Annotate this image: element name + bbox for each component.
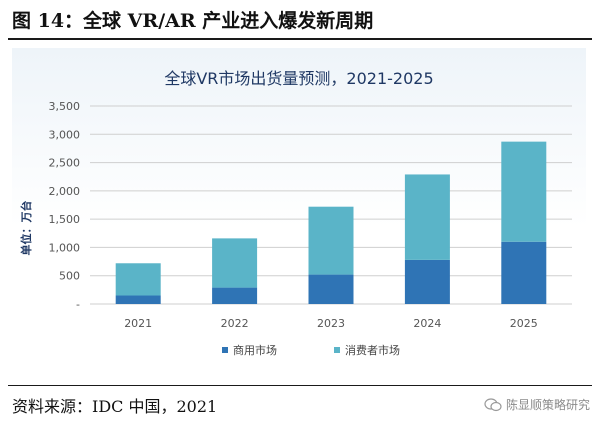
x-tick-label: 2025 [510, 317, 538, 330]
top-rule [8, 38, 592, 40]
bar-consumer-2024 [404, 174, 450, 260]
bottom-rule [8, 385, 592, 386]
legend-swatch [222, 347, 228, 353]
y-tick-label: 500 [59, 270, 80, 283]
bar-consumer-2021 [115, 263, 161, 296]
wechat-icon [484, 397, 502, 411]
bar-consumer-2023 [308, 206, 354, 275]
source-note: 资料来源：IDC 中国，2021 [12, 397, 218, 416]
x-tick-label: 2022 [221, 317, 249, 330]
bar-commercial-2022 [212, 287, 258, 304]
y-tick-label: 2,500 [49, 157, 81, 170]
y-tick-label: 2,000 [49, 185, 81, 198]
legend-label: 商用市场 [233, 343, 277, 357]
legend-swatch [334, 347, 340, 353]
y-axis-label: 单位：万台 [19, 201, 33, 256]
bar-consumer-2025 [501, 141, 547, 242]
chart-panel: 全球VR市场出货量预测，2021-2025 单位：万台 - 500 1,000 1,5… [12, 48, 586, 373]
bar-commercial-2023 [308, 274, 354, 304]
y-tick-label: 3,500 [49, 100, 81, 113]
legend-label: 消费者市场 [345, 343, 400, 357]
watermark: 陈显顺策略研究 [484, 396, 590, 413]
bar-commercial-2025 [501, 241, 547, 304]
figure-title: 图 14：全球 VR/AR 产业进入爆发新周期 [12, 10, 374, 32]
bar-commercial-2021 [115, 295, 161, 304]
x-tick-label: 2021 [124, 317, 152, 330]
vr-shipment-chart: 全球VR市场出货量预测，2021-2025 单位：万台 - 500 1,000 1,5… [19, 69, 572, 357]
bar-consumer-2022 [212, 238, 258, 288]
chart-title: 全球VR市场出货量预测，2021-2025 [164, 69, 433, 88]
y-tick-label: 1,500 [49, 213, 81, 226]
y-tick-label: - [76, 298, 80, 311]
y-tick-label: 3,000 [49, 128, 81, 141]
bar-commercial-2024 [404, 259, 450, 304]
x-tick-label: 2023 [317, 317, 345, 330]
watermark-text: 陈显顺策略研究 [505, 398, 590, 412]
y-tick-label: 1,000 [49, 241, 81, 254]
x-tick-label: 2024 [413, 317, 441, 330]
